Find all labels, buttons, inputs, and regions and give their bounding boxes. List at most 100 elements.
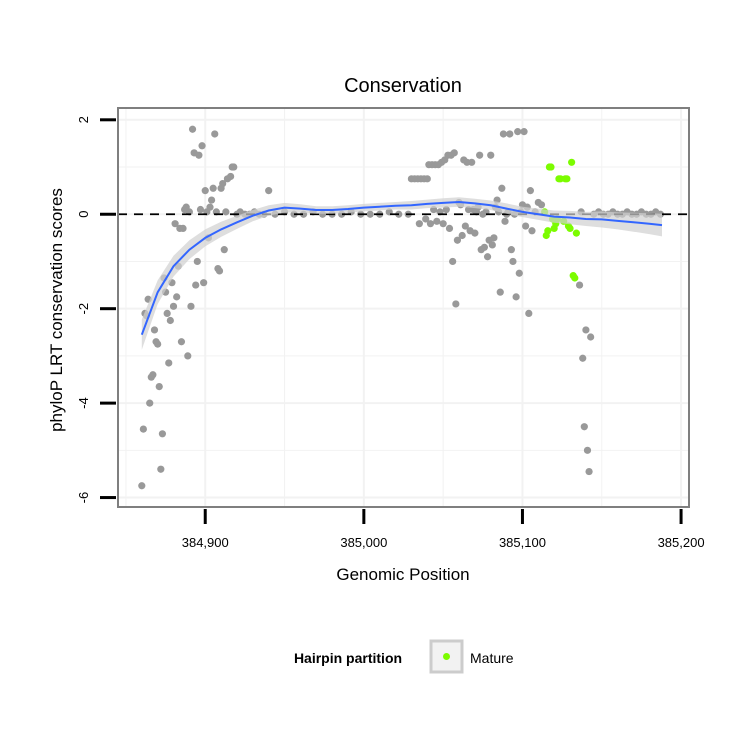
data-point — [509, 257, 517, 266]
data-point — [445, 224, 454, 233]
data-point — [461, 222, 469, 230]
data-point-mature — [568, 158, 576, 166]
plot-panel — [117, 107, 690, 508]
data-point — [537, 201, 546, 209]
data-point — [265, 187, 273, 195]
data-point — [149, 371, 157, 379]
data-point — [166, 316, 174, 325]
data-point — [158, 430, 167, 438]
data-point-mature — [563, 175, 571, 183]
x-tick-label: 385,200 — [658, 535, 705, 550]
x-tick-label: 385,000 — [340, 535, 387, 550]
data-point — [515, 269, 523, 277]
data-point — [522, 222, 530, 230]
x-tick-label: 385,100 — [499, 535, 546, 550]
data-point — [207, 196, 216, 204]
x-axis-label: Genomic Position — [336, 565, 469, 584]
data-point — [507, 246, 515, 254]
data-point — [512, 293, 520, 301]
data-point — [192, 281, 200, 289]
data-point — [582, 326, 590, 334]
data-point — [146, 399, 154, 407]
data-point-mature — [571, 274, 579, 282]
y-tick-label: -6 — [76, 492, 91, 504]
data-point — [520, 128, 528, 136]
data-point — [426, 220, 435, 228]
data-point — [423, 175, 431, 183]
data-point — [453, 236, 462, 244]
y-tick-label: -4 — [76, 397, 91, 409]
data-point — [514, 128, 522, 136]
data-point-mature — [547, 163, 555, 171]
data-point — [211, 130, 219, 138]
data-point-mature — [544, 227, 552, 235]
data-point — [490, 234, 498, 242]
data-point — [230, 163, 238, 171]
data-point — [201, 187, 209, 195]
data-point — [173, 293, 181, 301]
panel-border — [117, 107, 690, 508]
legend: Hairpin partition Mature — [294, 639, 514, 674]
data-point — [227, 172, 235, 181]
data-point — [506, 130, 514, 138]
data-point — [585, 467, 593, 476]
data-point — [480, 243, 488, 251]
data-point — [169, 302, 178, 310]
data-point — [193, 257, 201, 266]
data-point — [499, 130, 508, 138]
data-point — [179, 224, 187, 233]
data-point — [498, 184, 506, 192]
data-point — [196, 205, 205, 214]
data-point — [471, 229, 479, 237]
data-point — [442, 205, 450, 214]
legend-marker-mature — [443, 653, 450, 660]
data-point — [583, 446, 592, 454]
data-point — [198, 142, 206, 150]
data-point — [222, 208, 230, 216]
data-point — [177, 338, 186, 346]
data-point — [439, 220, 447, 228]
data-point — [587, 333, 595, 341]
data-point — [575, 281, 584, 289]
data-point — [452, 300, 460, 308]
data-point — [366, 210, 374, 218]
legend-label-mature: Mature — [470, 650, 514, 666]
data-point — [215, 267, 224, 275]
data-point-mature — [572, 229, 580, 237]
y-tick-label: 0 — [76, 211, 91, 218]
panel-background — [118, 108, 689, 507]
data-point — [528, 227, 536, 235]
data-point — [220, 246, 228, 254]
data-point — [188, 125, 197, 133]
data-point — [206, 203, 214, 211]
data-point — [209, 184, 217, 192]
data-point — [155, 382, 163, 391]
data-point — [165, 359, 173, 367]
smooth-line — [140, 200, 663, 336]
y-axis-label: phyloP LRT conservation scores — [47, 188, 66, 432]
data-point-mature — [566, 224, 574, 233]
data-point — [415, 220, 423, 228]
data-point — [476, 151, 484, 159]
y-tick-label: -2 — [76, 303, 91, 315]
data-point — [157, 465, 165, 473]
data-point — [433, 217, 441, 225]
data-point — [525, 309, 533, 318]
data-point — [150, 326, 159, 334]
data-point — [458, 231, 466, 240]
data-point — [468, 158, 476, 166]
data-point — [187, 302, 195, 310]
data-point — [219, 179, 227, 188]
data-point — [580, 423, 588, 431]
data-point — [483, 253, 492, 261]
y-tick-label: 2 — [76, 116, 91, 123]
x-tick-label: 384,900 — [182, 535, 229, 550]
data-point — [488, 241, 496, 249]
data-point — [195, 151, 203, 159]
data-point — [579, 354, 587, 362]
data-point — [163, 309, 171, 318]
data-point — [526, 187, 534, 195]
data-point — [450, 149, 458, 157]
data-point — [496, 288, 504, 296]
data-point — [487, 151, 495, 159]
